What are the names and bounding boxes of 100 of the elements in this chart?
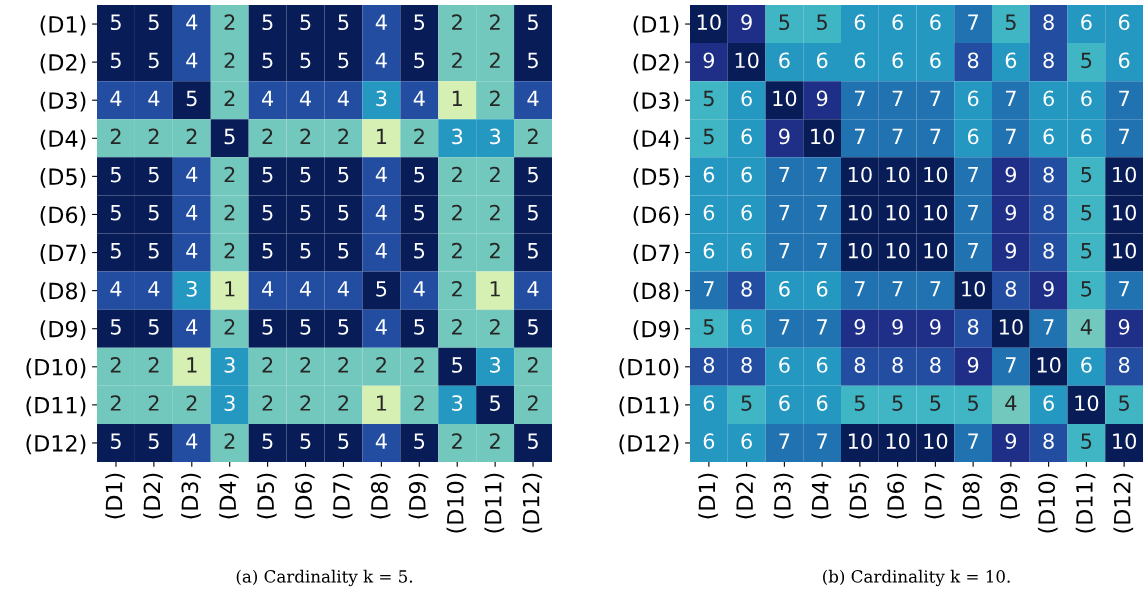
data-label: 2 [376,357,386,373]
x-tick-label: (D10) [1037,473,1058,533]
data-label: 1 [187,357,197,373]
x-tick-label: (D11) [1075,473,1096,533]
data-label: 5 [148,205,159,221]
data-label: 2 [414,395,424,411]
data-label: 4 [527,90,539,106]
x-tick-label: (D6) [886,473,907,519]
data-label: 5 [528,319,538,335]
data-label: 7 [854,128,865,145]
data-label: 2 [224,433,235,449]
data-label: 2 [452,204,462,221]
data-label: 2 [490,318,500,335]
y-tick-label: (D1) [40,15,86,36]
data-label: 5 [300,243,311,259]
data-label: 7 [1005,128,1016,145]
data-label: 5 [338,166,349,183]
data-label: 3 [224,357,235,373]
data-label: 6 [930,52,941,69]
data-label: 4 [1080,319,1092,335]
data-label: 6 [1043,128,1054,145]
data-label: 8 [1043,242,1054,259]
data-label: 6 [892,14,903,31]
data-label: 4 [186,166,198,183]
data-label: 7 [1043,319,1054,335]
data-label: 6 [703,242,715,259]
data-label: 5 [930,395,941,411]
data-label: 4 [299,90,311,106]
data-label: 5 [528,205,538,221]
data-label: 5 [110,14,121,31]
data-label: 7 [854,90,865,106]
data-label: 9 [1043,280,1054,297]
y-tick-label: (D4) [633,129,679,150]
data-label: 7 [892,90,903,106]
data-label: 6 [779,357,790,373]
data-label: 8 [741,280,752,297]
data-label: 2 [490,14,500,30]
data-label: 7 [817,166,827,183]
data-label: 9 [1118,318,1130,335]
x-tick-label: (D7) [924,473,945,519]
data-label: 8 [1005,280,1017,297]
data-label: 2 [300,395,311,411]
data-label: 8 [1043,14,1054,31]
data-label: 7 [779,433,790,449]
data-label: 6 [1081,357,1092,373]
x-tick-label: (D4) [218,473,239,519]
data-label: 7 [779,243,790,259]
data-label: 3 [186,280,197,297]
data-label: 8 [967,318,979,335]
data-label: 5 [1119,395,1129,411]
data-label: 6 [816,395,828,411]
data-label: 10 [735,52,759,69]
data-label: 4 [110,90,122,106]
data-label: 9 [1005,242,1017,259]
y-tick-label: (D11) [26,396,86,417]
data-label: 4 [186,14,198,30]
data-label: 2 [224,90,235,106]
data-label: 7 [968,433,978,449]
data-label: 10 [848,166,872,183]
data-label: 3 [452,128,463,145]
x-tick-label: (D5) [849,473,869,519]
data-label: 4 [262,281,274,297]
data-label: 6 [1081,90,1092,107]
data-label: 5 [148,52,159,69]
x-tick-label: (D3) [773,473,794,519]
data-label: 3 [490,357,501,373]
data-label: 8 [741,357,752,373]
data-label: 7 [968,166,978,183]
y-tick-label: (D12) [619,434,679,455]
data-label: 7 [968,243,978,259]
data-label: 5 [414,166,425,183]
data-label: 2 [224,318,235,335]
data-label: 5 [148,166,159,183]
data-label: 5 [703,319,714,335]
x-tick-label: (D8) [370,473,391,519]
data-label: 2 [338,128,348,145]
data-label: 7 [817,205,827,221]
data-label: 2 [148,395,159,411]
data-label: 10 [773,90,797,107]
data-label: 4 [1005,395,1017,411]
data-label: 4 [186,52,198,68]
x-tick-label: (D12) [522,473,543,533]
x-tick-label: (D12) [1113,473,1134,533]
data-label: 2 [110,395,121,411]
data-label: 9 [892,318,903,335]
data-label: 6 [967,128,979,145]
data-label: 5 [452,357,463,373]
data-label: 1 [225,281,235,297]
data-label: 2 [262,128,273,145]
data-label: 5 [528,14,538,31]
y-tick-label: (D6) [40,206,86,226]
data-label: 6 [854,14,866,31]
data-label: 5 [1081,166,1092,183]
data-label: 8 [703,357,715,373]
data-label: 2 [110,357,121,373]
data-label: 4 [148,90,160,106]
data-label: 7 [892,128,903,145]
x-tick-label: (D7) [332,473,353,519]
data-label: 5 [741,395,752,411]
x-tick-label: (D2) [735,473,756,519]
